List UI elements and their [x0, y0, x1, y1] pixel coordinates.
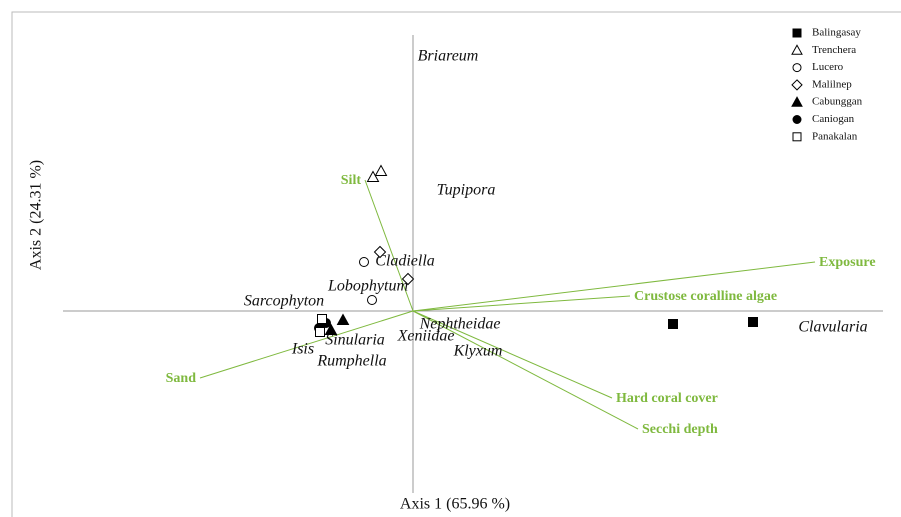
env-label: Silt	[341, 173, 362, 188]
species-label: Sinularia	[325, 332, 385, 349]
legend-label: Panakalan	[812, 130, 858, 142]
species-label: Clavularia	[798, 319, 867, 336]
x-axis-label: Axis 1 (65.96 %)	[400, 496, 510, 513]
legend-marker	[791, 44, 803, 55]
legend-marker	[792, 115, 802, 124]
legend-label: Cabunggan	[812, 96, 863, 108]
species-label: Tupipora	[437, 182, 496, 199]
species-label: Klyxum	[453, 343, 503, 360]
env-label: Sand	[166, 371, 197, 386]
legend-marker	[792, 63, 802, 73]
env-vector	[412, 261, 816, 312]
site-point	[373, 245, 387, 259]
env-vector	[199, 310, 414, 379]
site-point	[748, 317, 758, 327]
site-point	[668, 319, 678, 329]
site-point	[366, 170, 380, 182]
site-point	[317, 314, 327, 324]
legend-marker	[792, 132, 802, 142]
frame	[11, 11, 901, 517]
legend-label: Balingasay	[812, 27, 861, 39]
env-vector	[412, 295, 631, 312]
site-point	[374, 164, 388, 176]
legend-marker	[792, 28, 802, 38]
y-axis-label: Axis 2 (24.31 %)	[28, 160, 45, 270]
species-label: Briareum	[418, 48, 479, 65]
species-label: Rumphella	[316, 353, 386, 370]
species-label: Cladiella	[375, 253, 435, 270]
env-vector	[364, 179, 414, 312]
legend-label: Lucero	[812, 61, 844, 73]
env-vector	[412, 310, 613, 399]
species-label: Lobophytum	[327, 278, 408, 295]
site-point	[324, 323, 338, 335]
site-point	[401, 272, 415, 286]
legend-marker	[791, 79, 803, 91]
env-label: Crustose coralline algae	[634, 289, 777, 304]
env-vector	[412, 310, 639, 430]
species-label: Isis	[291, 341, 314, 358]
env-label: Hard coral cover	[616, 391, 718, 406]
species-label: Nephtheidae	[419, 316, 501, 333]
site-point	[336, 313, 350, 325]
site-point	[367, 295, 377, 305]
site-point	[315, 327, 325, 337]
legend-label: Trenchera	[812, 44, 856, 56]
species-label: Sarcophyton	[244, 293, 324, 310]
species-label: Xeniidae	[397, 328, 455, 345]
env-label: Exposure	[819, 255, 876, 270]
site-point	[359, 257, 369, 267]
legend-marker	[791, 96, 803, 107]
env-label: Secchi depth	[642, 422, 718, 437]
legend-label: Malilnep	[812, 78, 852, 90]
legend-label: Caniogan	[812, 113, 855, 125]
